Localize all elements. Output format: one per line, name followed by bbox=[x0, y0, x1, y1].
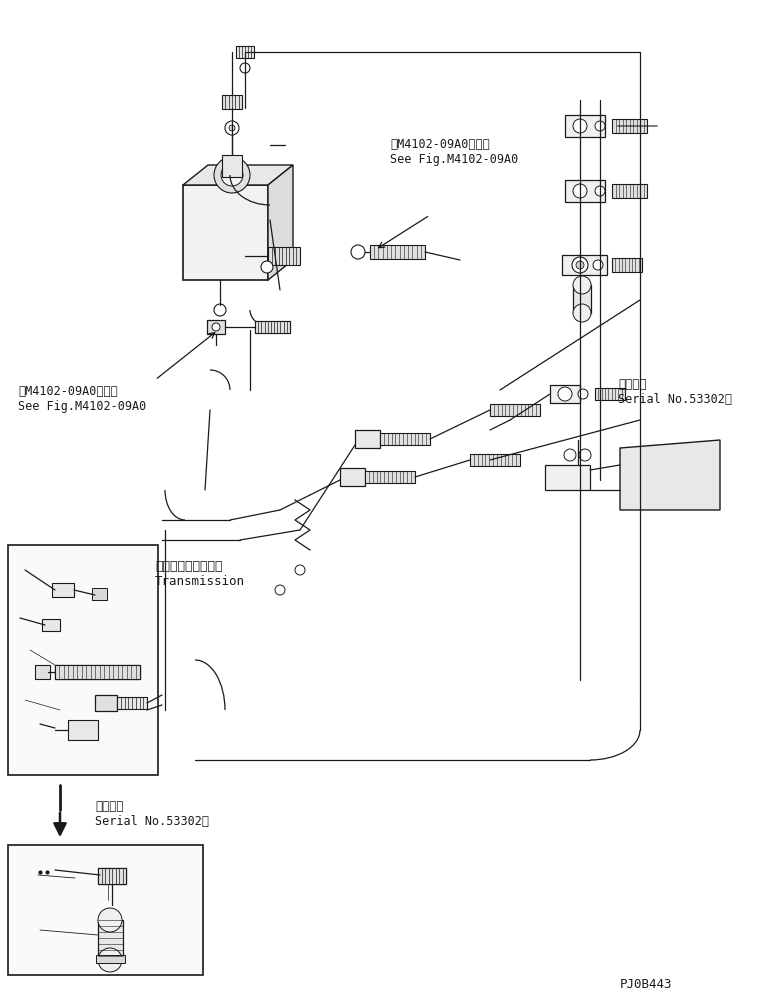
Bar bbox=[96, 955, 125, 963]
Text: PJ0B443: PJ0B443 bbox=[620, 978, 673, 991]
Bar bbox=[268, 247, 300, 265]
Circle shape bbox=[229, 125, 235, 131]
Bar bbox=[255, 321, 290, 333]
Bar bbox=[55, 665, 140, 679]
Text: 適用号機
Serial No.53302～: 適用号機 Serial No.53302～ bbox=[95, 800, 209, 828]
Circle shape bbox=[221, 164, 243, 186]
Circle shape bbox=[573, 184, 587, 198]
Bar bbox=[340, 468, 365, 486]
Circle shape bbox=[275, 585, 285, 595]
Bar bbox=[55, 665, 140, 679]
Circle shape bbox=[98, 908, 122, 932]
Circle shape bbox=[593, 260, 603, 270]
Bar bbox=[52, 583, 74, 597]
Bar bbox=[365, 471, 415, 483]
Text: 適用号機
Serial No.53302～: 適用号機 Serial No.53302～ bbox=[618, 378, 732, 406]
Circle shape bbox=[564, 449, 576, 461]
Bar bbox=[565, 115, 605, 137]
Bar bbox=[207, 320, 225, 334]
Bar bbox=[92, 588, 107, 600]
Text: 第M4102-09A0図参照
See Fig.M4102-09A0: 第M4102-09A0図参照 See Fig.M4102-09A0 bbox=[390, 138, 518, 166]
Bar bbox=[117, 697, 147, 709]
Circle shape bbox=[214, 157, 250, 193]
Bar bbox=[380, 433, 430, 445]
Bar bbox=[612, 184, 647, 198]
Bar bbox=[612, 119, 647, 133]
Circle shape bbox=[579, 449, 591, 461]
Bar bbox=[95, 695, 117, 711]
Circle shape bbox=[573, 119, 587, 133]
Bar bbox=[562, 255, 607, 275]
Bar bbox=[236, 46, 254, 58]
Bar bbox=[98, 868, 126, 884]
Bar bbox=[68, 720, 98, 740]
Circle shape bbox=[295, 565, 305, 575]
Bar bbox=[565, 180, 605, 202]
Circle shape bbox=[351, 245, 365, 259]
Bar bbox=[490, 404, 540, 416]
Text: トランスミッション
Transmission: トランスミッション Transmission bbox=[155, 560, 245, 588]
Polygon shape bbox=[183, 165, 293, 185]
Bar bbox=[98, 920, 123, 960]
Bar bbox=[612, 258, 642, 272]
Bar bbox=[550, 385, 580, 403]
Bar bbox=[370, 245, 425, 259]
Bar bbox=[355, 430, 380, 448]
Circle shape bbox=[261, 261, 273, 273]
Circle shape bbox=[573, 304, 591, 322]
Bar bbox=[573, 285, 591, 313]
Bar bbox=[98, 868, 126, 884]
Circle shape bbox=[558, 387, 572, 401]
Circle shape bbox=[578, 389, 588, 399]
Circle shape bbox=[225, 121, 239, 135]
Bar bbox=[8, 545, 158, 775]
Bar bbox=[35, 665, 50, 679]
Bar bbox=[545, 465, 590, 490]
Bar bbox=[595, 388, 625, 400]
Circle shape bbox=[576, 261, 584, 269]
Bar bbox=[222, 155, 242, 177]
Circle shape bbox=[595, 121, 605, 131]
Bar bbox=[222, 95, 242, 109]
Circle shape bbox=[212, 323, 220, 331]
Circle shape bbox=[572, 257, 588, 273]
Bar bbox=[255, 321, 290, 333]
Bar bbox=[183, 185, 268, 280]
Bar bbox=[470, 454, 520, 466]
Bar bbox=[42, 619, 60, 631]
Circle shape bbox=[595, 186, 605, 196]
Text: 第M4102-09A0図参照
See Fig.M4102-09A0: 第M4102-09A0図参照 See Fig.M4102-09A0 bbox=[18, 385, 146, 413]
Circle shape bbox=[240, 63, 250, 73]
Bar bbox=[8, 845, 203, 975]
Circle shape bbox=[573, 276, 591, 294]
Polygon shape bbox=[268, 165, 293, 280]
Circle shape bbox=[214, 304, 226, 316]
Polygon shape bbox=[620, 440, 720, 510]
Circle shape bbox=[98, 948, 122, 972]
